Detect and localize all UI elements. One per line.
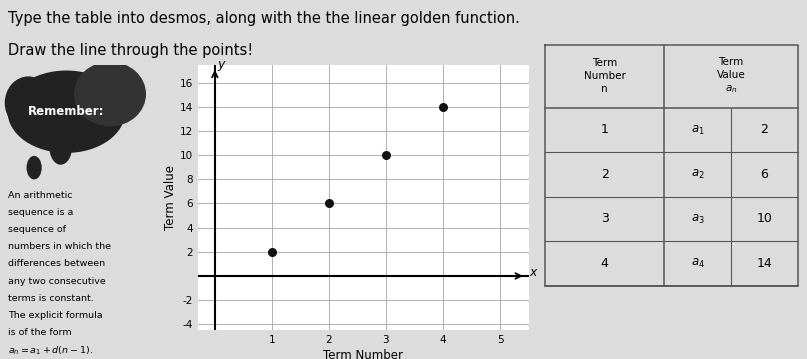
Circle shape bbox=[27, 156, 42, 180]
Text: 3: 3 bbox=[600, 213, 608, 225]
X-axis label: Term Number: Term Number bbox=[323, 349, 404, 359]
Text: differences between: differences between bbox=[7, 260, 105, 269]
Text: sequence is a: sequence is a bbox=[7, 208, 73, 217]
Text: sequence of: sequence of bbox=[7, 225, 65, 234]
Y-axis label: Term Value: Term Value bbox=[164, 165, 177, 230]
Text: 2: 2 bbox=[760, 123, 768, 136]
Text: 1: 1 bbox=[600, 123, 608, 136]
Ellipse shape bbox=[74, 62, 146, 126]
Text: Draw the line through the points!: Draw the line through the points! bbox=[8, 43, 253, 58]
Circle shape bbox=[49, 129, 72, 165]
Text: $a_3$: $a_3$ bbox=[691, 213, 705, 225]
Text: terms is constant.: terms is constant. bbox=[7, 294, 94, 303]
Text: any two consecutive: any two consecutive bbox=[7, 276, 106, 285]
Text: y: y bbox=[218, 58, 225, 71]
Text: 6: 6 bbox=[760, 168, 768, 181]
Text: x: x bbox=[529, 266, 537, 279]
Text: The explicit formula: The explicit formula bbox=[7, 311, 102, 320]
Text: $a_1$: $a_1$ bbox=[691, 123, 705, 136]
Text: 2: 2 bbox=[600, 168, 608, 181]
Text: numbers in which the: numbers in which the bbox=[7, 242, 111, 251]
Text: $a_2$: $a_2$ bbox=[691, 168, 705, 181]
Text: Term
Number
n: Term Number n bbox=[583, 58, 625, 94]
Text: $a_n = a_1 + d(n-1).$: $a_n = a_1 + d(n-1).$ bbox=[7, 345, 93, 357]
Ellipse shape bbox=[7, 70, 125, 153]
Text: 10: 10 bbox=[756, 213, 772, 225]
Text: is of the form: is of the form bbox=[7, 328, 71, 337]
Text: Type the table into desmos, along with the the linear golden function.: Type the table into desmos, along with t… bbox=[8, 11, 520, 26]
Text: Remember:: Remember: bbox=[28, 105, 105, 118]
Text: An arithmetic: An arithmetic bbox=[7, 191, 72, 200]
Text: $a_4$: $a_4$ bbox=[691, 257, 705, 270]
Text: Term
Value
$a_n$: Term Value $a_n$ bbox=[717, 57, 746, 95]
Text: 14: 14 bbox=[756, 257, 772, 270]
Ellipse shape bbox=[5, 76, 52, 129]
Text: 4: 4 bbox=[600, 257, 608, 270]
